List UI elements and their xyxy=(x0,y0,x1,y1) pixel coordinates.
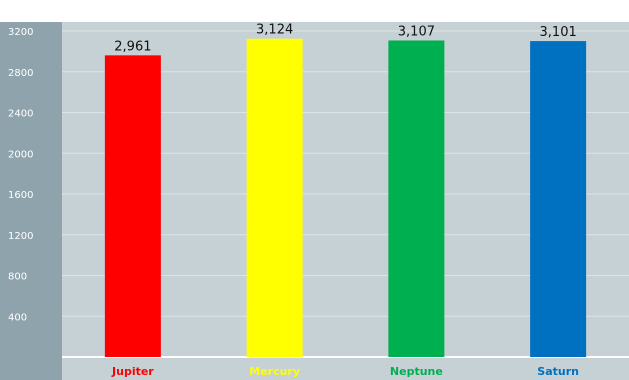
y-tick-label: 1600 xyxy=(8,190,33,201)
bar-neptune xyxy=(388,40,445,358)
axis-panel xyxy=(0,22,62,380)
value-label: 3,101 xyxy=(540,25,577,40)
y-tick-label: 3200 xyxy=(8,27,33,38)
y-tick-label: 400 xyxy=(8,312,27,323)
y-tick-label: 2400 xyxy=(8,109,33,120)
category-strip xyxy=(62,358,629,380)
category-label: Mercury xyxy=(249,365,300,378)
y-tick-label: 800 xyxy=(8,272,27,283)
category-labels: Jupiter Mercury Neptune Saturn xyxy=(111,365,579,378)
value-labels: 2,961 3,124 3,107 3,101 xyxy=(114,23,576,55)
value-label: 2,961 xyxy=(114,39,151,54)
category-label: Saturn xyxy=(537,365,579,378)
bars xyxy=(104,38,587,358)
y-tick-label: 2000 xyxy=(8,149,33,160)
category-label: Jupiter xyxy=(111,365,154,378)
y-axis-ticks: 400 800 1200 1600 2000 2400 2800 3200 xyxy=(8,27,33,323)
value-label: 3,107 xyxy=(398,24,435,39)
category-label: Neptune xyxy=(390,365,443,378)
value-label: 3,124 xyxy=(256,23,293,38)
bar-jupiter xyxy=(104,55,161,358)
bar-saturn xyxy=(530,41,587,357)
y-tick-label: 2800 xyxy=(8,68,33,79)
y-tick-label: 1200 xyxy=(8,231,33,242)
bar-mercury xyxy=(246,38,303,358)
